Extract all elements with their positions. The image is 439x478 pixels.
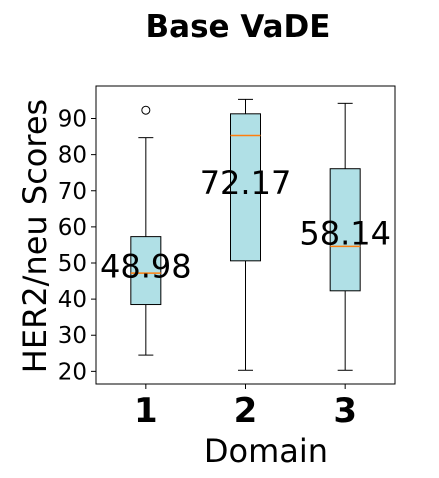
y-tick-label: 70 bbox=[58, 179, 87, 205]
x-tick-label: 3 bbox=[333, 391, 357, 431]
outlier-point bbox=[141, 105, 151, 115]
y-axis-label: HER2/neu Scores bbox=[16, 99, 54, 373]
mean-value-label: 72.17 bbox=[200, 164, 292, 202]
y-tick-label: 20 bbox=[58, 359, 87, 385]
chart-title: Base VaDE bbox=[146, 9, 331, 45]
x-tick-label: 1 bbox=[134, 391, 158, 431]
y-tick-label: 40 bbox=[58, 287, 87, 313]
mean-value-label: 48.98 bbox=[100, 248, 192, 286]
mean-value-label: 58.14 bbox=[299, 215, 391, 253]
box-iqr bbox=[230, 113, 261, 262]
y-tick-label: 30 bbox=[58, 323, 87, 349]
y-tick-label: 50 bbox=[58, 251, 87, 277]
x-axis-label: Domain bbox=[204, 432, 328, 470]
x-tick-label: 2 bbox=[234, 391, 258, 431]
box-iqr bbox=[329, 168, 361, 292]
y-tick-label: 90 bbox=[58, 107, 87, 133]
y-tick-label: 60 bbox=[58, 215, 87, 241]
y-tick-label: 80 bbox=[58, 143, 87, 169]
box-iqr bbox=[130, 236, 162, 306]
